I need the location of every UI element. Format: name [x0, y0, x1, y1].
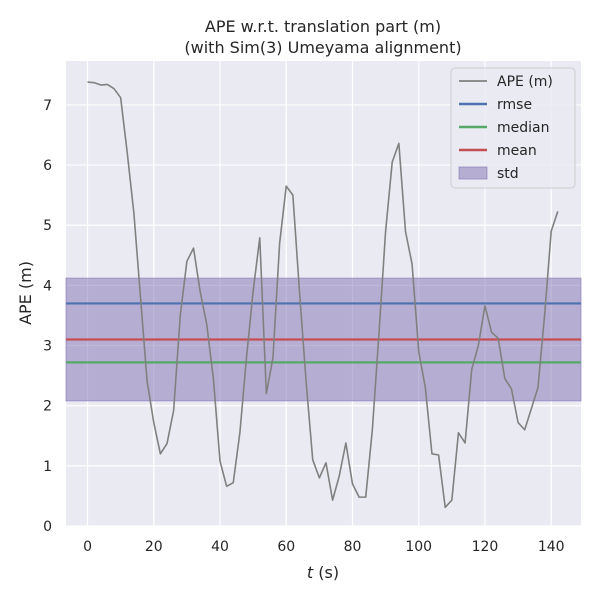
y-tick-label: 0: [43, 519, 52, 535]
stat-lines: [66, 302, 581, 364]
legend-label-median: median: [497, 120, 549, 136]
ape-series-line: [87, 81, 559, 509]
x-tick-label: 100: [405, 539, 432, 555]
legend-swatch-std: [458, 166, 488, 180]
legend-label-mean: mean: [497, 143, 537, 159]
x-tick-label: 60: [277, 539, 295, 555]
chart-title-line1: APE w.r.t. translation part (m): [205, 17, 441, 36]
series-layer: [87, 81, 559, 509]
y-tick-label: 5: [43, 218, 52, 234]
y-axis-label: APE (m): [16, 261, 35, 325]
y-tick-label: 2: [43, 399, 52, 415]
x-axis-unit: (s): [313, 563, 339, 582]
x-tick-label: 40: [211, 539, 229, 555]
y-tick-label: 3: [43, 339, 52, 355]
y-ticks: 0 1 2 3 4 5 6 7: [43, 98, 52, 535]
legend-label-ape: APE (m): [497, 74, 553, 90]
x-tick-label: 0: [83, 539, 92, 555]
x-tick-label: 120: [472, 539, 499, 555]
y-tick-label: 1: [43, 459, 52, 475]
x-axis-variable: t: [307, 563, 314, 582]
y-tick-label: 6: [43, 158, 52, 174]
y-tick-label: 4: [43, 278, 52, 294]
chart-title-line2: (with Sim(3) Umeyama alignment): [184, 38, 461, 57]
x-tick-label: 80: [344, 539, 362, 555]
y-tick-label: 7: [43, 98, 52, 114]
x-tick-label: 140: [538, 539, 565, 555]
x-tick-label: 20: [145, 539, 163, 555]
legend-box: [450, 67, 576, 189]
x-ticks: 0 20 40 60 80 100 120 140: [83, 539, 564, 555]
legend: APE (m) rmse median mean std: [450, 67, 576, 189]
legend-label-rmse: rmse: [497, 97, 532, 113]
legend-label-std: std: [497, 166, 519, 182]
x-axis-label: t (s): [307, 563, 339, 582]
